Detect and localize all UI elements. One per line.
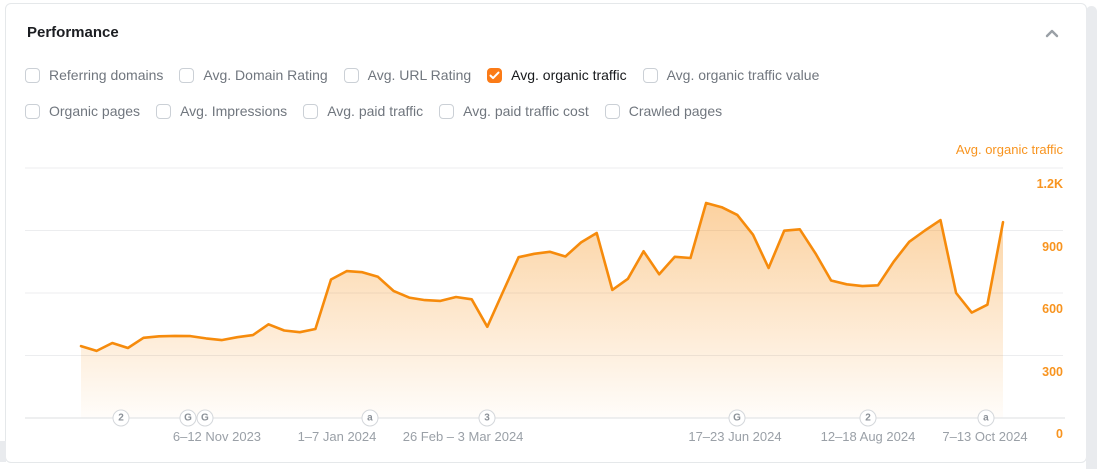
metric-label: Crawled pages [628,103,723,119]
metric-avg-impressions[interactable]: Avg. Impressions [156,103,287,119]
event-badge-3[interactable]: 3 [478,409,496,427]
checkbox-unchecked[interactable] [179,67,195,83]
event-badge-2[interactable]: 2 [859,409,877,427]
checkbox-unchecked[interactable] [303,103,319,119]
y-axis-tick-label: 900 [1042,239,1063,254]
metric-label: Avg. paid traffic [327,103,424,119]
y-axis-tick-label: 600 [1042,302,1063,316]
metric-crawled-pages[interactable]: Crawled pages [604,103,723,119]
metric-label: Avg. Impressions [180,103,288,119]
event-badge-a[interactable]: a [977,409,995,427]
x-axis-tick-label: 26 Feb – 3 Mar 2024 [402,429,524,444]
metric-avg-paid-traffic[interactable]: Avg. paid traffic [303,103,423,119]
metric-avg-url-rating[interactable]: Avg. URL Rating [343,67,472,83]
checkbox-unchecked[interactable] [156,103,172,119]
left-edge-block [0,441,6,462]
event-badge-2[interactable]: 2 [112,409,130,427]
metric-label: Avg. paid traffic cost [463,103,589,119]
x-axis-tick-label: 6–12 Nov 2023 [172,429,262,444]
checkbox-unchecked[interactable] [604,103,620,119]
y-axis-tick-label: 0 [1056,427,1063,441]
event-badge-g[interactable]: G [196,409,214,427]
metric-avg-paid-traffic-cost[interactable]: Avg. paid traffic cost [439,103,589,119]
x-axis-tick-label: 17–23 Jun 2024 [688,429,782,444]
checkbox-checked-icon[interactable] [487,67,503,83]
metric-avg-organic-traffic-value[interactable]: Avg. organic traffic value [642,67,820,83]
metrics-row-1: Referring domains Avg. Domain Rating Avg. … [25,67,819,83]
metric-label: Avg. URL Rating [367,67,472,83]
metric-referring-domains[interactable]: Referring domains [25,67,163,83]
metric-organic-pages[interactable]: Organic pages [25,103,140,119]
vertical-scrollbar[interactable] [1086,6,1097,469]
event-badge-g[interactable]: G [728,409,746,427]
chart-series-label: Avg. organic traffic [955,142,1063,157]
metric-avg-domain-rating[interactable]: Avg. Domain Rating [179,67,328,83]
checkbox-unchecked[interactable] [343,67,359,83]
chevron-up-icon [1045,26,1059,41]
metric-avg-organic-traffic[interactable]: Avg. organic traffic [487,67,627,83]
y-axis-tick-label: 300 [1042,364,1063,379]
metric-label: Avg. organic traffic [511,67,627,83]
metric-label: Avg. Domain Rating [203,67,328,83]
checkbox-unchecked[interactable] [25,103,40,119]
x-axis-tick-label: 12–18 Aug 2024 [820,429,916,444]
event-badge-g[interactable]: G [179,409,197,427]
metric-label: Avg. organic traffic value [666,67,820,83]
metrics-row-2: Organic pages Avg. Impressions Avg. paid t… [25,103,722,119]
metric-label: Referring domains [49,67,164,83]
x-axis-tick-label: 1–7 Jan 2024 [297,429,377,444]
x-axis-tick-label: 7–13 Oct 2024 [942,429,1028,444]
checkbox-unchecked[interactable] [642,67,658,83]
y-axis-tick-label: 1.2K [1036,177,1063,191]
checkbox-unchecked[interactable] [25,67,40,83]
collapse-panel-button[interactable] [1038,22,1066,44]
event-badge-a[interactable]: a [361,409,379,427]
panel-title: Performance [27,24,119,41]
checkbox-unchecked[interactable] [439,103,455,119]
metric-label: Organic pages [49,103,141,119]
